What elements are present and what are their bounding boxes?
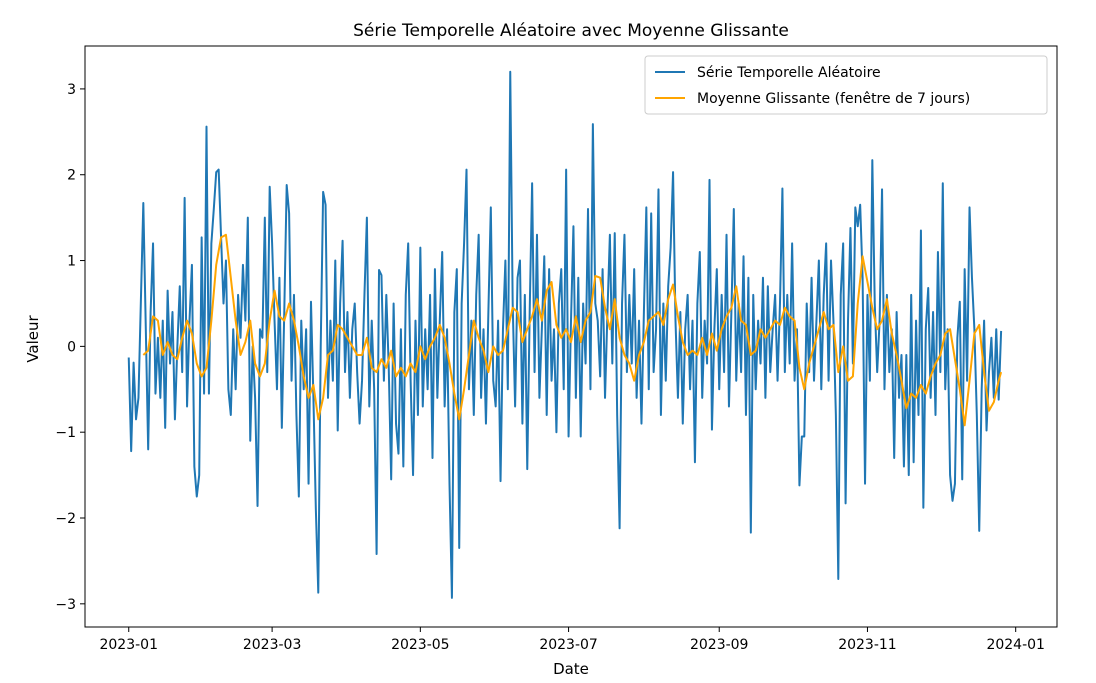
y-tick-label: 0 [67,339,76,355]
y-tick-label: −3 [55,597,76,613]
y-tick-label: 2 [67,168,76,184]
y-tick-label: −2 [55,511,76,527]
y-tick-label: 1 [67,254,76,270]
x-tick-label: 2023-11 [838,637,897,653]
series-line-1 [127,70,1003,599]
x-tick-label: 2023-01 [99,637,158,653]
x-axis-label: Date [553,660,589,678]
x-tick-label: 2023-05 [391,637,450,653]
plot-frame [84,45,1058,628]
y-tick-label: 3 [67,82,76,98]
x-tick-label: 2023-09 [690,637,749,653]
legend-entry: Série Temporelle Aléatoire [697,65,881,81]
plot-lines [127,70,1003,599]
series-line-2 [142,233,1003,427]
legend-entry: Moyenne Glissante (fenêtre de 7 jours) [697,91,970,107]
x-tick-label: 2023-07 [539,637,598,653]
legend-box [644,55,1048,115]
chart-title: Série Temporelle Aléatoire avec Moyenne … [353,21,789,41]
y-tick-label: −1 [55,425,76,441]
x-tick-label: 2023-03 [243,637,302,653]
legend: Série Temporelle Aléatoire Moyenne Glissa… [644,55,1048,115]
y-axis: −3 −2 −1 0 1 2 3 [55,82,85,613]
y-axis-label: Valeur [24,314,42,362]
x-tick-label: 2024-01 [986,637,1045,653]
x-axis: 2023-01 2023-03 2023-05 2023-07 2023-09 2023-… [99,627,1045,653]
